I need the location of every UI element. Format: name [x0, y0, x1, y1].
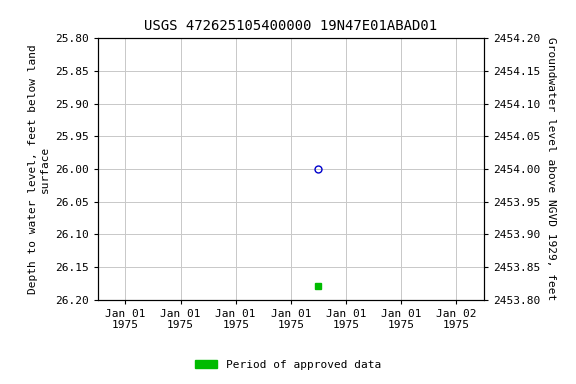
Y-axis label: Groundwater level above NGVD 1929, feet: Groundwater level above NGVD 1929, feet [545, 37, 556, 301]
Legend: Period of approved data: Period of approved data [191, 356, 385, 375]
Y-axis label: Depth to water level, feet below land
surface: Depth to water level, feet below land su… [28, 44, 50, 294]
Title: USGS 472625105400000 19N47E01ABAD01: USGS 472625105400000 19N47E01ABAD01 [145, 19, 437, 33]
